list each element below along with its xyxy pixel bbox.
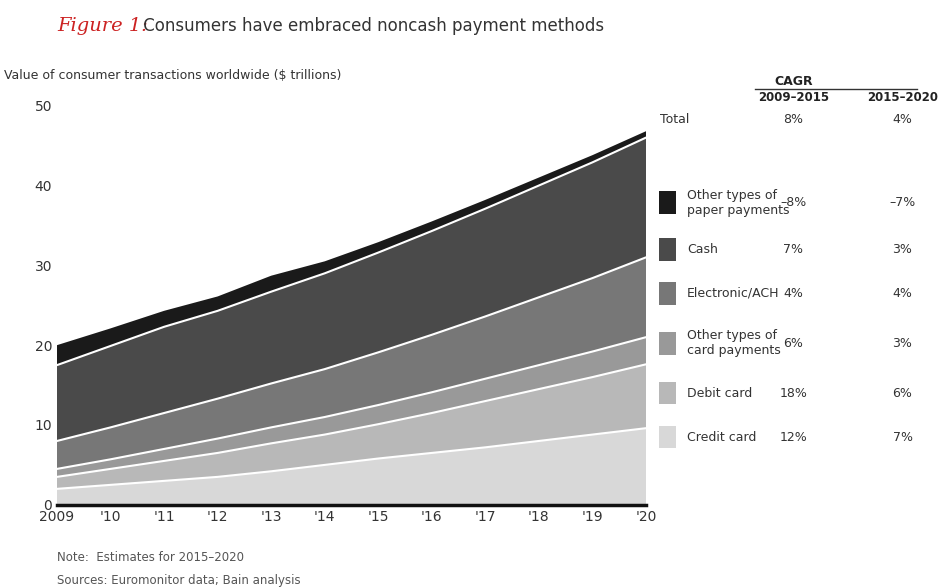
Text: CAGR: CAGR — [774, 75, 812, 88]
Text: Debit card: Debit card — [687, 387, 752, 400]
Text: 6%: 6% — [893, 387, 912, 400]
Text: Note:  Estimates for 2015–2020: Note: Estimates for 2015–2020 — [57, 551, 244, 564]
Text: Consumers have embraced noncash payment methods: Consumers have embraced noncash payment … — [138, 17, 604, 35]
Text: 8%: 8% — [783, 113, 804, 126]
Text: Sources: Euromonitor data; Bain analysis: Sources: Euromonitor data; Bain analysis — [57, 574, 300, 587]
Text: 3%: 3% — [893, 337, 912, 350]
Text: Electronic/ACH: Electronic/ACH — [687, 287, 779, 300]
Text: Other types of
card payments: Other types of card payments — [687, 329, 781, 357]
Text: 18%: 18% — [779, 387, 808, 400]
Text: Value of consumer transactions worldwide ($ trillions): Value of consumer transactions worldwide… — [4, 69, 341, 82]
Text: 4%: 4% — [893, 113, 912, 126]
Text: 7%: 7% — [892, 431, 913, 444]
Text: –7%: –7% — [889, 196, 916, 209]
Text: Credit card: Credit card — [687, 431, 756, 444]
Text: Cash: Cash — [687, 243, 718, 256]
Text: 7%: 7% — [783, 243, 804, 256]
Text: 3%: 3% — [893, 243, 912, 256]
Text: Other types of
paper payments: Other types of paper payments — [687, 188, 789, 217]
Text: 12%: 12% — [779, 431, 808, 444]
Text: 4%: 4% — [893, 287, 912, 300]
Text: Figure 1:: Figure 1: — [57, 17, 148, 35]
Text: –8%: –8% — [780, 196, 807, 209]
Text: 2009–2015: 2009–2015 — [758, 91, 828, 104]
Text: 2015–2020: 2015–2020 — [867, 91, 938, 104]
Text: 4%: 4% — [784, 287, 803, 300]
Text: Total: Total — [660, 113, 690, 126]
Text: 6%: 6% — [784, 337, 803, 350]
